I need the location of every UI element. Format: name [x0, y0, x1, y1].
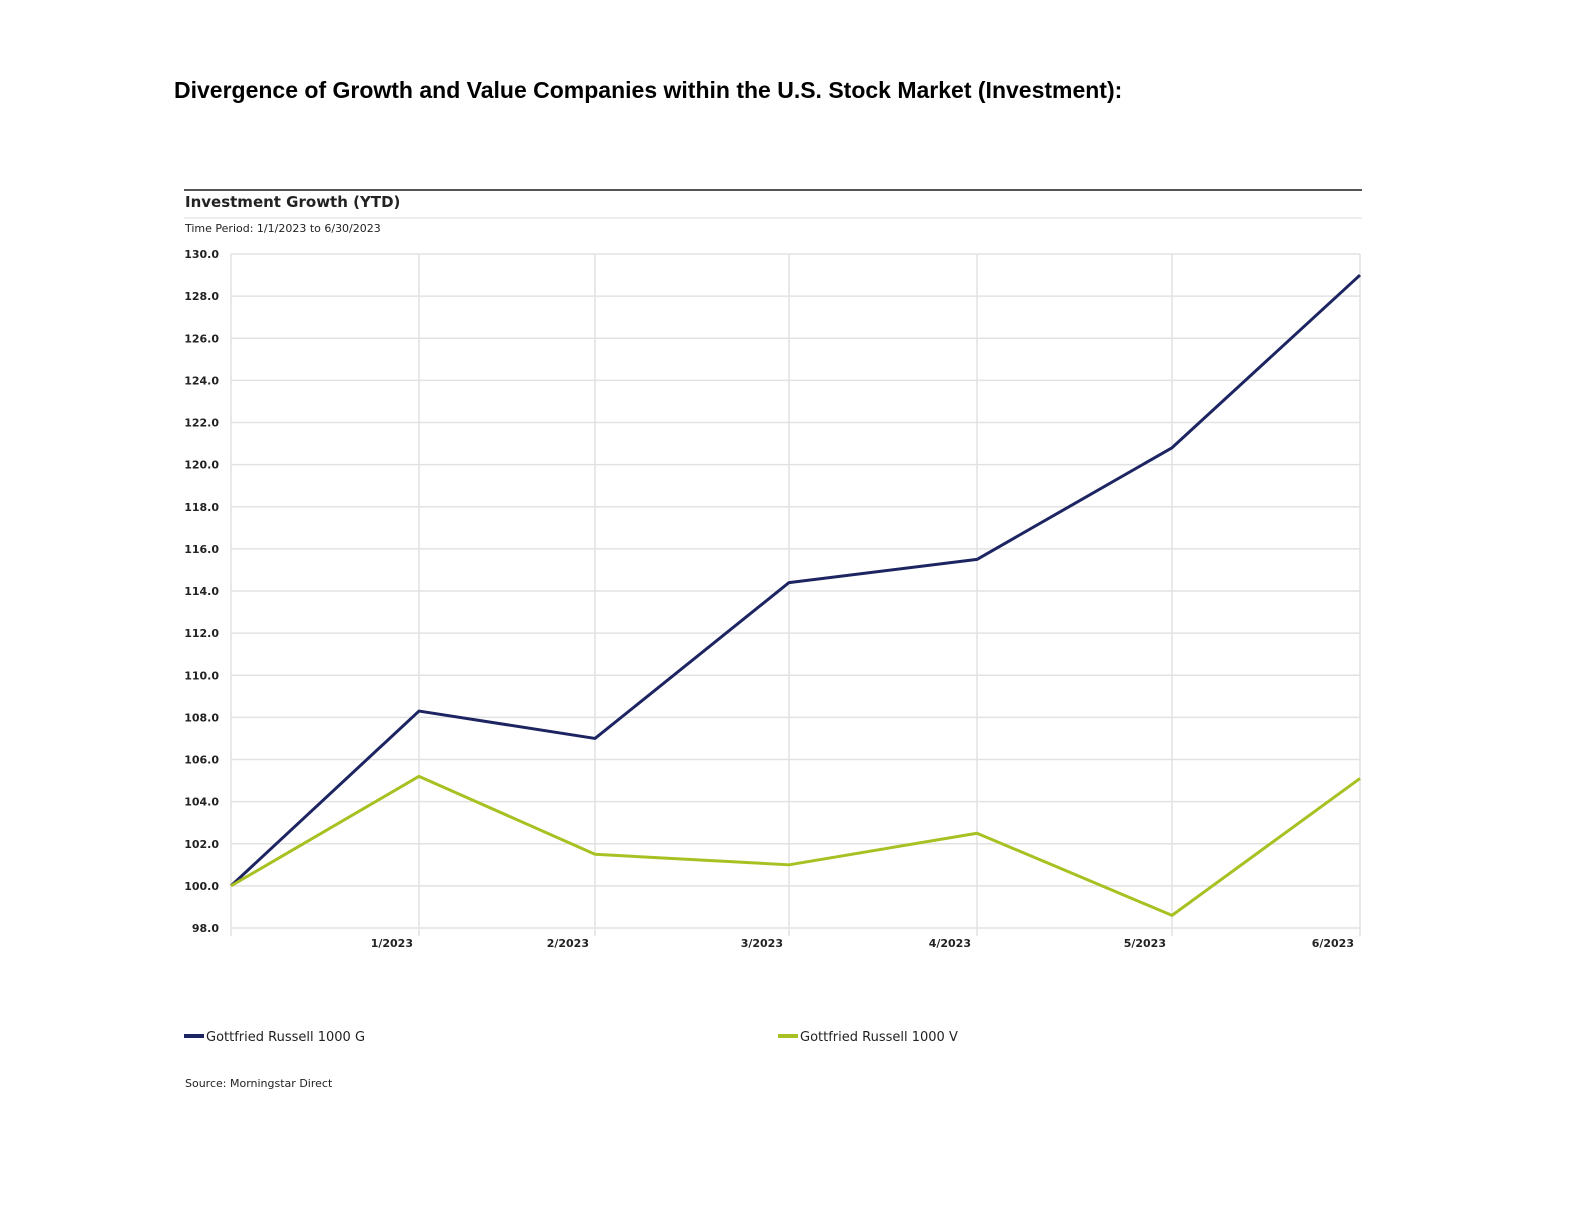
x-tick-label: 4/2023	[929, 937, 971, 950]
legend-label: Gottfried Russell 1000 G	[206, 1030, 365, 1045]
y-tick-label: 128.0	[184, 290, 219, 303]
chart-subtitle: Time Period: 1/1/2023 to 6/30/2023	[184, 222, 381, 235]
y-tick-label: 120.0	[184, 459, 219, 472]
y-tick-label: 126.0	[184, 332, 219, 345]
series-line-value	[230, 774, 1361, 917]
y-tick-label: 114.0	[184, 585, 219, 598]
y-tick-label: 104.0	[184, 796, 219, 809]
y-tick-label: 100.0	[184, 880, 219, 893]
chart-title: Investment Growth (YTD)	[185, 193, 400, 211]
x-tick-label: 6/2023	[1312, 937, 1354, 950]
y-tick-label: 98.0	[192, 922, 219, 935]
y-tick-label: 116.0	[184, 543, 219, 556]
y-tick-label: 118.0	[184, 501, 219, 514]
source-note: Source: Morningstar Direct	[185, 1077, 333, 1090]
y-tick-label: 106.0	[184, 754, 219, 767]
y-tick-label: 108.0	[184, 711, 219, 724]
y-tick-label: 112.0	[184, 627, 219, 640]
y-tick-label: 130.0	[184, 248, 219, 261]
x-tick-label: 5/2023	[1124, 937, 1166, 950]
y-tick-label: 122.0	[184, 417, 219, 430]
y-tick-label: 124.0	[184, 374, 219, 387]
series-line-growth	[229, 273, 1362, 887]
page-title: Divergence of Growth and Value Companies…	[174, 77, 1122, 103]
x-tick-label: 1/2023	[371, 937, 413, 950]
y-tick-label: 110.0	[184, 669, 219, 682]
x-tick-label: 2/2023	[547, 937, 589, 950]
y-tick-label: 102.0	[184, 838, 219, 851]
legend-label: Gottfried Russell 1000 V	[800, 1030, 958, 1045]
x-tick-label: 3/2023	[741, 937, 783, 950]
